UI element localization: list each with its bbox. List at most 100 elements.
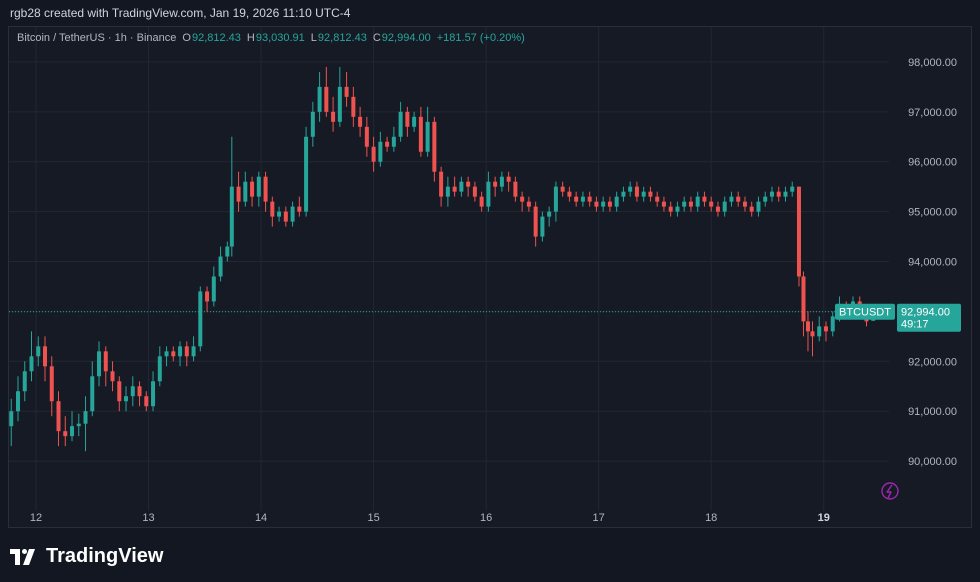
candle-body <box>157 356 162 382</box>
candle-body <box>144 396 149 407</box>
candle-body <box>250 181 255 197</box>
candle-body <box>371 146 376 162</box>
y-tick-label: 98,000.00 <box>908 57 957 69</box>
candle-body <box>790 186 795 192</box>
candle-body <box>90 376 95 412</box>
y-tick-label: 97,000.00 <box>908 107 957 119</box>
candle-body <box>540 216 545 237</box>
candle-body <box>661 201 666 207</box>
candle-body <box>63 431 68 437</box>
candle-body <box>198 291 203 347</box>
candle-body <box>668 206 673 212</box>
y-tick-label: 95,000.00 <box>908 207 957 219</box>
candle-body <box>756 201 761 212</box>
candle-body <box>682 201 687 207</box>
candle-body <box>391 136 396 147</box>
price-axis[interactable]: 90,000.0091,000.0092,000.0093,000.0094,0… <box>908 57 957 468</box>
candles <box>9 66 876 452</box>
candle-body <box>702 196 707 202</box>
y-tick-label: 90,000.00 <box>908 456 957 468</box>
lightning-icon[interactable] <box>881 482 899 500</box>
candle-body <box>310 111 315 137</box>
candle-body <box>425 121 430 152</box>
candle-body <box>364 126 369 147</box>
candle-body <box>526 201 531 207</box>
bar-countdown: 49:17 <box>901 319 929 331</box>
candle-body <box>776 191 781 197</box>
candle-body <box>205 291 210 302</box>
brand-name: TradingView <box>46 545 164 567</box>
candle-body <box>304 136 309 212</box>
chart-panel[interactable]: 90,000.0091,000.0092,000.0093,000.0094,0… <box>8 26 972 528</box>
candle-body <box>110 371 115 382</box>
candle-body <box>796 186 801 277</box>
candle-body <box>130 386 135 397</box>
candle-body <box>628 186 633 192</box>
candle-body <box>76 423 81 427</box>
y-tick-label: 91,000.00 <box>908 406 957 418</box>
candle-body <box>830 316 835 332</box>
candle-body <box>184 346 189 357</box>
symbol-tag-bg <box>835 303 895 320</box>
candle-body <box>344 86 349 97</box>
price-tag-value: 92,994.00 <box>901 307 950 319</box>
candle-body <box>117 381 122 402</box>
symbol-description: Bitcoin / TetherUS · 1h · Binance <box>17 32 177 44</box>
candle-body <box>805 321 810 332</box>
x-tick-label: 17 <box>593 512 605 524</box>
candle-body <box>763 196 768 202</box>
candle-body <box>621 191 626 197</box>
candle-body <box>520 196 525 202</box>
tradingview-logo-icon <box>10 548 35 565</box>
candle-body <box>191 346 196 357</box>
price-tag-bg <box>897 303 961 332</box>
candle-body <box>513 181 518 197</box>
candle-body <box>553 186 558 212</box>
candle-body <box>607 201 612 207</box>
candlestick-chart[interactable]: 90,000.0091,000.0092,000.0093,000.0094,0… <box>9 27 971 527</box>
candle-body <box>715 206 720 212</box>
x-tick-label: 13 <box>142 512 154 524</box>
candle-body <box>385 141 390 147</box>
candle-body <box>243 181 248 202</box>
candle-body <box>317 86 322 112</box>
candle-body <box>229 186 234 247</box>
candle-body <box>614 196 619 207</box>
candle-body <box>445 186 450 197</box>
candle-body <box>124 396 129 402</box>
candle-body <box>263 176 268 202</box>
candle-body <box>151 381 156 407</box>
candle-body <box>817 326 822 337</box>
candle-body <box>164 351 169 357</box>
legend-low: L 92,812.43 <box>310 32 367 44</box>
x-tick-label: 15 <box>367 512 379 524</box>
candle-body <box>418 116 423 152</box>
candle-body <box>742 201 747 207</box>
candle-body <box>823 326 828 332</box>
y-tick-label: 94,000.00 <box>908 257 957 269</box>
candle-body <box>97 351 102 377</box>
candle-body <box>506 176 511 182</box>
candle-body <box>648 191 653 197</box>
candle-body <box>256 176 261 197</box>
time-axis[interactable]: 12 13 14 15 16 17 18 19 <box>30 512 830 524</box>
candle-body <box>16 391 21 412</box>
candle-body <box>452 186 457 192</box>
candle-body <box>331 111 336 122</box>
candle-body <box>547 211 552 217</box>
candle-body <box>574 196 579 202</box>
candle-body <box>729 196 734 202</box>
candle-body <box>580 196 585 202</box>
candle-body <box>560 186 565 192</box>
candle-body <box>358 116 363 127</box>
candle-body <box>236 186 241 202</box>
legend-open: O 92,812.43 <box>182 32 241 44</box>
x-tick-label: 14 <box>255 512 267 524</box>
candle-body <box>324 86 329 112</box>
candle-body <box>270 201 275 217</box>
candle-body <box>493 181 498 187</box>
candle-body <box>722 201 727 212</box>
candle-body <box>472 186 477 197</box>
y-tick-label: 92,000.00 <box>908 356 957 368</box>
candle-body <box>769 191 774 197</box>
